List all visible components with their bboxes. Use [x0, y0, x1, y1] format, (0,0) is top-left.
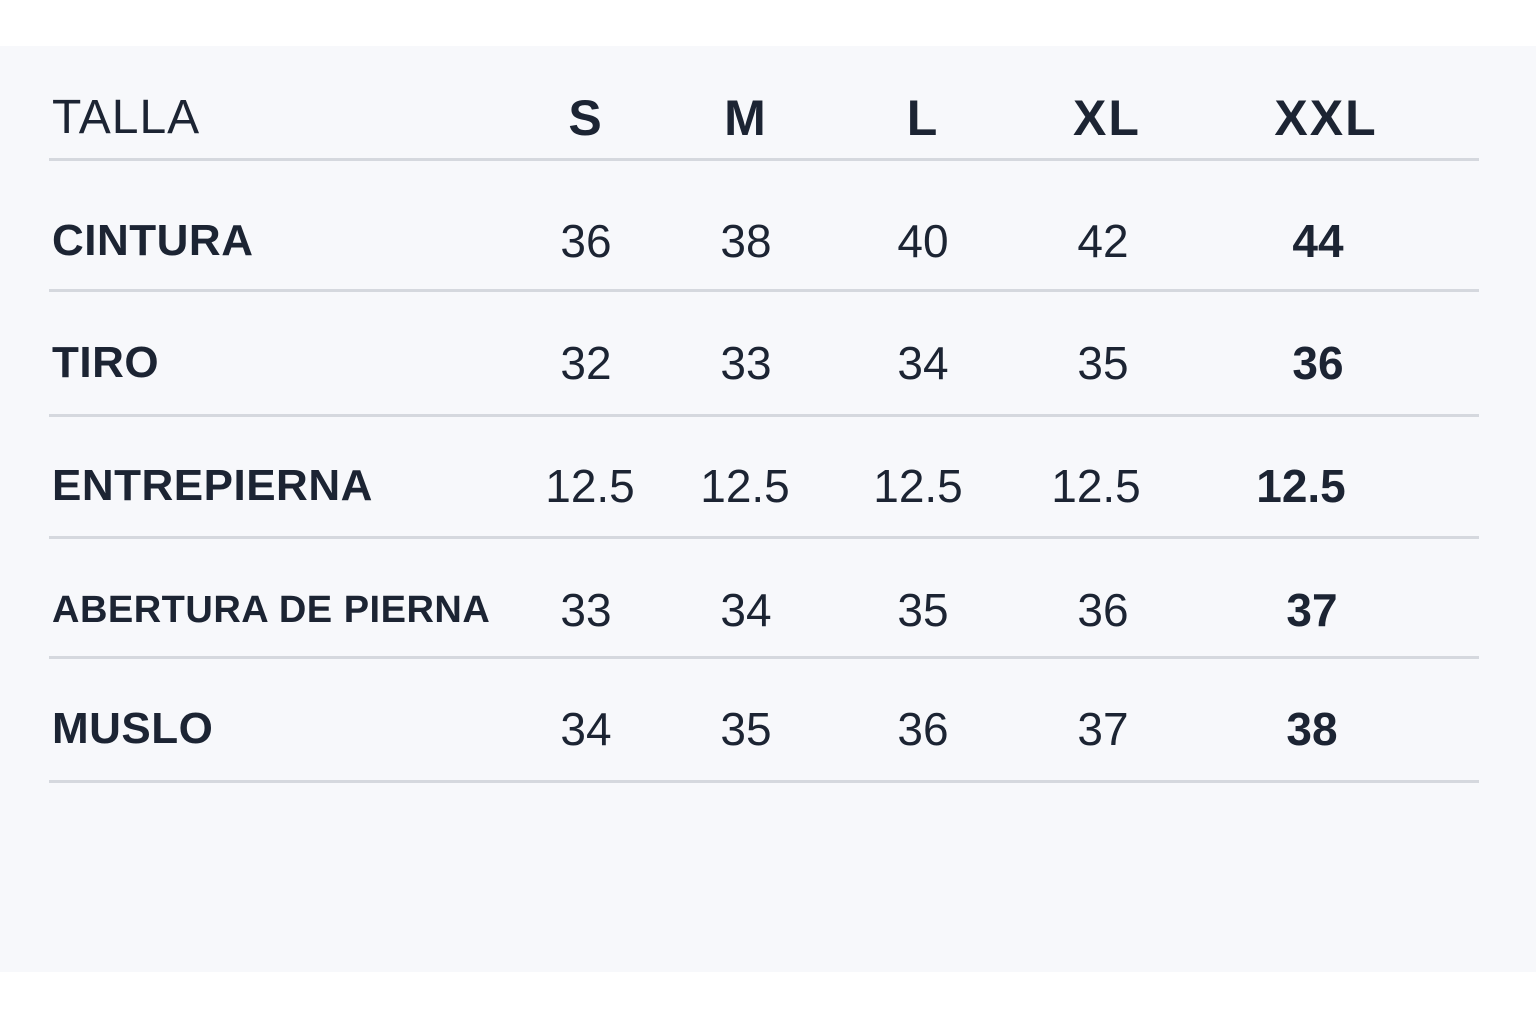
table-cell: 33	[560, 584, 612, 636]
size-xl-header: XL	[1073, 90, 1141, 146]
table-cell: 33	[720, 337, 772, 389]
table-cell: 32	[560, 337, 612, 389]
table-cell: 38	[1286, 703, 1338, 755]
size-l-header: L	[906, 90, 940, 146]
table-cell: 40	[897, 215, 949, 267]
size-m-header: M	[724, 90, 768, 146]
size-header-label: TALLA	[52, 91, 201, 144]
table-cell: 34	[720, 584, 772, 636]
table-cell: 42	[1077, 215, 1129, 267]
table-cell: 12.5	[1051, 460, 1141, 512]
table-cell: 35	[1077, 337, 1129, 389]
row-label-muslo: MUSLO	[52, 704, 214, 753]
header-divider	[49, 158, 1479, 161]
table-cell: 36	[897, 703, 949, 755]
table-cell: 37	[1286, 584, 1338, 636]
size-chart-panel: TALLA S M L XL XXL CINTURA 36 38 40 42 4…	[0, 46, 1536, 972]
table-cell: 36	[560, 215, 612, 267]
table-cell: 38	[720, 215, 772, 267]
table-cell: 12.5	[700, 460, 790, 512]
row-divider	[49, 414, 1479, 417]
row-label-cintura: CINTURA	[52, 216, 254, 265]
table-cell: 35	[720, 703, 772, 755]
row-divider	[49, 536, 1479, 539]
table-cell: 44	[1292, 215, 1344, 267]
row-divider	[49, 289, 1479, 292]
table-cell: 36	[1292, 337, 1344, 389]
size-xxl-header: XXL	[1274, 90, 1378, 146]
table-cell: 37	[1077, 703, 1129, 755]
size-s-header: S	[568, 90, 604, 146]
table-cell: 35	[897, 584, 949, 636]
table-cell: 34	[897, 337, 949, 389]
table-cell: 34	[560, 703, 612, 755]
table-cell: 12.5	[873, 460, 963, 512]
row-divider	[49, 656, 1479, 659]
table-cell: 12.5	[1256, 460, 1346, 512]
row-divider	[49, 780, 1479, 783]
table-cell: 36	[1077, 584, 1129, 636]
table-cell: 12.5	[545, 460, 635, 512]
row-label-entrepierna: ENTREPIERNA	[52, 461, 373, 510]
row-label-tiro: TIRO	[52, 338, 160, 387]
row-label-abertura-de-pierna: ABERTURA DE PIERNA	[52, 589, 491, 631]
